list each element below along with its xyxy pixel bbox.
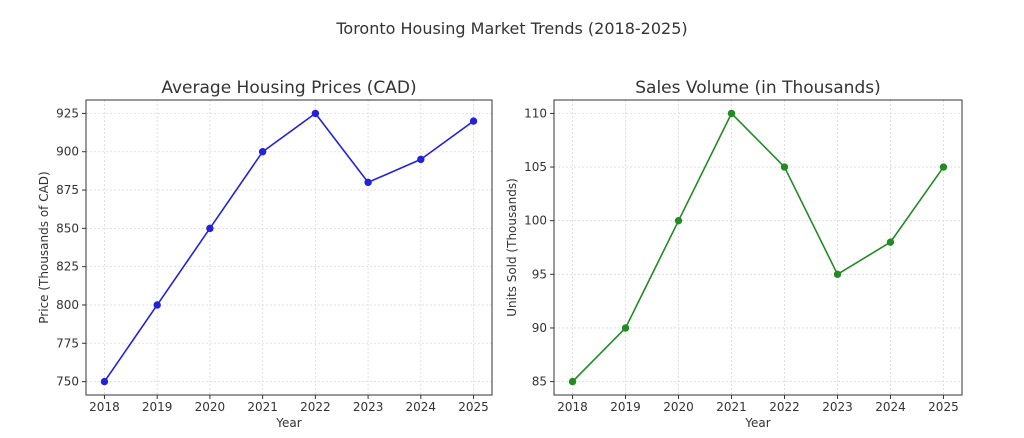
sales-ytick-label: 110 (524, 106, 547, 120)
sales-plot-frame (553, 99, 963, 396)
price-data-point (100, 377, 109, 386)
figure-suptitle: Toronto Housing Market Trends (2018-2025… (336, 19, 688, 38)
price-ytick-label: 825 (56, 260, 79, 274)
price-ytick-label: 800 (56, 298, 79, 312)
price-chart-title: Average Housing Prices (CAD) (161, 78, 416, 98)
sales-xtick-label: 2024 (875, 400, 906, 414)
price-panel: 2018 2019 2020 2021 2022 2023 2024 2025 750 775 80… (37, 78, 493, 430)
sales-ytick-label: 100 (524, 214, 547, 228)
sales-x-axis-label: Year (744, 416, 770, 430)
sales-data-point (621, 324, 630, 332)
sales-xtick-label: 2018 (557, 400, 588, 414)
price-ytick-label: 775 (56, 336, 79, 350)
price-data-point (258, 148, 267, 156)
sales-ytick-label: 85 (532, 375, 547, 389)
sales-xtick-label: 2019 (610, 400, 641, 414)
price-plot-frame (85, 99, 493, 396)
sales-data-point (568, 377, 577, 386)
price-xtick-label: 2020 (195, 400, 226, 414)
price-data-point (311, 109, 320, 118)
price-data-point (153, 301, 161, 309)
sales-data-point (727, 109, 736, 118)
sales-xtick-label: 2020 (663, 400, 694, 414)
price-xtick-label: 2022 (300, 400, 331, 414)
price-data-point (206, 224, 214, 233)
sales-data-point (674, 216, 683, 225)
sales-panel: 2018 2019 2020 2021 2022 2023 2024 2025 85 90 95 10… (505, 78, 963, 430)
price-grid (86, 100, 492, 395)
price-data-point (364, 178, 372, 187)
sales-y-axis-label: Units Sold (Thousands) (505, 178, 519, 317)
sales-data-point (833, 270, 842, 279)
sales-xtick-label: 2022 (769, 400, 800, 414)
sales-data-point (780, 163, 789, 171)
sales-chart-title: Sales Volume (in Thousands) (635, 78, 880, 98)
price-xtick-label: 2024 (406, 400, 437, 414)
price-xtick-label: 2018 (89, 400, 120, 414)
price-ytick-label: 875 (56, 183, 79, 197)
price-x-axis-label: Year (275, 416, 301, 430)
sales-ytick-label: 90 (532, 321, 547, 335)
sales-data-point (886, 238, 895, 246)
sales-xtick-label: 2023 (822, 400, 853, 414)
sales-series-line (571, 112, 945, 383)
sales-ytick-label: 95 (532, 267, 547, 281)
price-data-point (469, 117, 478, 125)
sales-xtick-label: 2021 (716, 400, 747, 414)
sales-ytick-label: 105 (524, 160, 547, 174)
sales-xtick-label: 2025 (928, 400, 959, 414)
price-ytick-label: 750 (56, 375, 79, 389)
price-xtick-label: 2025 (458, 400, 489, 414)
price-xtick-label: 2019 (142, 400, 173, 414)
price-y-axis-label: Price (Thousands of CAD) (37, 171, 51, 323)
price-xtick-label: 2023 (353, 400, 384, 414)
price-series-line (103, 112, 475, 383)
price-data-point (417, 155, 425, 164)
price-ytick-label: 900 (56, 145, 79, 159)
sales-data-point (939, 163, 948, 171)
price-xtick-label: 2021 (247, 400, 278, 414)
price-ytick-label: 850 (56, 221, 79, 235)
price-ytick-label: 925 (56, 106, 79, 120)
sales-grid (554, 100, 962, 395)
